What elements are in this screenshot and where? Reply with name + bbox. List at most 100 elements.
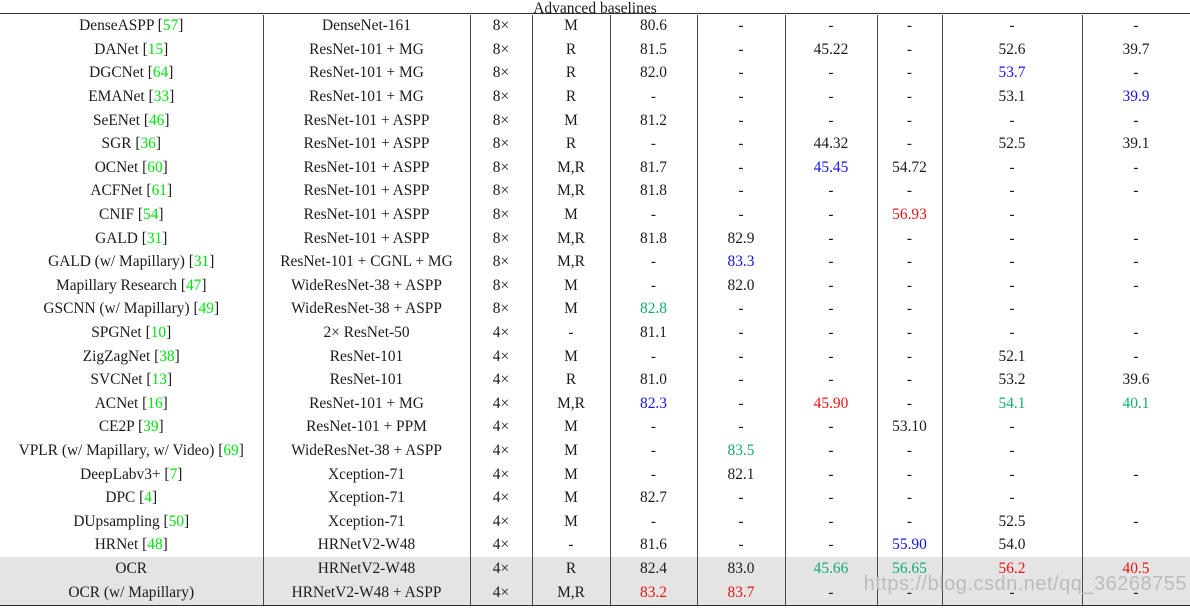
stride-cell: 4× <box>469 439 532 463</box>
eval-mode-cell: R <box>531 61 610 86</box>
method-cell: DGCNet [64] <box>89 64 174 82</box>
value-cell: 81.2 <box>609 108 697 133</box>
value-cell: 54.72 <box>876 156 942 180</box>
value-cell: 44.32 <box>784 132 877 157</box>
table-row: DenseASPP [57] DenseNet-161 8× M 80.6- - - - - <box>0 14 1190 39</box>
method-cell: DPC [4] <box>105 489 158 507</box>
backbone-cell: ResNet-101 + MG <box>262 392 470 416</box>
citation-number: 4 <box>144 489 152 507</box>
citation-number: 39 <box>143 418 159 436</box>
eval-mode-cell: M <box>531 462 610 487</box>
value-cell: 55.90 <box>876 533 942 558</box>
value-cell <box>1081 533 1190 558</box>
value-cell: 82.1 <box>696 462 785 487</box>
method-name: OCNet <box>94 158 139 176</box>
method-cell: ACFNet [61] <box>90 182 173 200</box>
method-cell: DenseASPP [57] <box>79 17 184 35</box>
backbone-cell: ResNet-101 + ASPP <box>262 226 470 251</box>
value-cell: - <box>876 321 942 345</box>
backbone-cell: ResNet-101 + MG <box>262 85 470 109</box>
value-cell: - <box>941 274 1082 298</box>
table-row: ACFNet [61] ResNet-101 + ASPP 8× M,R 81.8- - -… <box>0 179 1190 204</box>
value-cell: - <box>941 439 1082 463</box>
value-cell: - <box>876 486 942 510</box>
value-cell: - <box>876 297 942 322</box>
table-row: CNIF [54] ResNet-101 + ASPP 8× M - - -56.93- <box>0 203 1190 227</box>
value-cell: - <box>784 179 877 204</box>
value-cell: 82.7 <box>609 486 697 510</box>
citation-number: 15 <box>147 40 164 58</box>
method-name: ACFNet <box>90 182 143 200</box>
table-row: GALD [31] ResNet-101 + ASPP 8× M,R 81.8 82.9-… <box>0 226 1190 251</box>
stride-cell: 4× <box>469 557 532 581</box>
table-row: GSCNN (w/ Mapillary) [49] WideResNet-38 +… <box>0 297 1190 322</box>
value-cell <box>1081 203 1190 227</box>
method-cell: GALD [31] <box>95 229 168 247</box>
value-cell: - <box>941 226 1082 251</box>
table-row: GALD (w/ Mapillary) [31] ResNet-101 + CGN… <box>0 250 1190 275</box>
method-name: SeENet <box>92 111 140 129</box>
citation-number: 49 <box>198 300 214 318</box>
method-cell: OCR <box>0 557 263 581</box>
value-cell: - <box>784 321 877 345</box>
backbone-cell: HRNetV2-W48 + ASPP <box>262 580 470 605</box>
value-cell: - <box>1081 509 1190 534</box>
method-cell: DUpsampling [50] <box>73 512 190 530</box>
value-cell <box>1081 297 1190 322</box>
stride-cell: 8× <box>469 297 532 322</box>
value-cell: - <box>876 179 942 204</box>
method-name: OCR (w/ Mapillary) <box>68 583 195 601</box>
stride-cell: 8× <box>469 14 532 39</box>
value-cell: 81.1 <box>609 321 697 345</box>
table-row: ZigZagNet [38] ResNet-101 4× M - - - -52.1- <box>0 344 1190 369</box>
value-cell: 39.9 <box>1081 85 1190 109</box>
value-cell: - <box>1081 14 1190 39</box>
value-cell: - <box>784 462 877 487</box>
value-cell: 83.5 <box>696 439 785 463</box>
eval-mode-cell: - <box>531 533 610 558</box>
table-row: VPLR (w/ Mapillary, w/ Video) [69] WideRe… <box>0 439 1190 463</box>
value-cell: - <box>696 179 785 204</box>
citation-number: 13 <box>151 371 167 389</box>
value-cell: - <box>1081 108 1190 133</box>
backbone-cell: WideResNet-38 + ASPP <box>262 274 470 298</box>
value-cell: 39.6 <box>1081 368 1190 392</box>
citation-number: 47 <box>185 276 202 294</box>
backbone-cell: WideResNet-38 + ASPP <box>262 297 470 322</box>
table-row: CE2P [39] ResNet-101 + PPM 4× M - - -53.10- <box>0 415 1190 440</box>
value-cell: - <box>696 108 785 133</box>
table-row: OCR (w/ Mapillary) HRNetV2-W48 + ASPP 4× M,… <box>0 580 1190 605</box>
value-cell: 82.9 <box>696 226 785 251</box>
value-cell: 45.90 <box>784 392 877 416</box>
eval-mode-cell: R <box>531 368 610 392</box>
eval-mode-cell: M,R <box>531 226 610 251</box>
citation-number: 46 <box>148 111 165 129</box>
value-cell <box>1081 439 1190 463</box>
eval-mode-cell: M,R <box>531 580 610 605</box>
value-cell: - <box>609 415 697 440</box>
value-cell: - <box>941 250 1082 275</box>
value-cell: 81.7 <box>609 156 697 180</box>
citation-number: 7 <box>169 465 178 483</box>
citation-number: 38 <box>159 347 175 365</box>
value-cell: 56.93 <box>876 203 942 227</box>
value-cell: 83.7 <box>696 580 785 605</box>
value-cell: 82.0 <box>609 61 697 86</box>
method-cell: HRNet [48] <box>94 536 168 554</box>
method-name: DGCNet <box>89 64 144 82</box>
value-cell: 45.22 <box>784 38 877 62</box>
table-row: SVCNet [13] ResNet-101 4× R 81.0- - -53.2 39.6 <box>0 368 1190 392</box>
method-cell: CE2P [39] <box>98 418 164 436</box>
eval-mode-cell: M <box>531 344 610 369</box>
backbone-cell: ResNet-101 + ASPP <box>262 203 470 227</box>
value-cell: - <box>696 297 785 322</box>
method-cell: OCNet [60] <box>94 158 168 176</box>
value-cell: - <box>696 203 785 227</box>
value-cell: - <box>609 509 697 534</box>
value-cell: - <box>1081 250 1190 275</box>
citation-number: 36 <box>140 135 156 153</box>
value-cell: 82.0 <box>696 274 785 298</box>
backbone-cell: ResNet-101 + ASPP <box>262 179 470 204</box>
value-cell: 83.2 <box>609 580 697 605</box>
table-bottom-rule <box>0 605 1190 606</box>
